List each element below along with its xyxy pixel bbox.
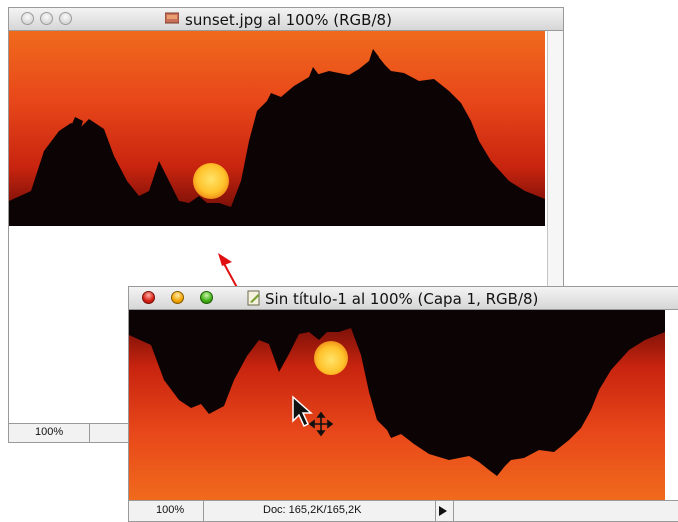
jpg-file-icon [165, 12, 179, 24]
status-divider [435, 501, 436, 521]
move-cursor-icon [292, 395, 334, 437]
status-divider [203, 501, 204, 521]
status-divider [89, 424, 90, 442]
window-title: Sin título-1 al 100% (Capa 1, RGB/8) [265, 290, 539, 308]
close-icon[interactable] [21, 12, 34, 25]
document-size: Doc: 165,2K/165,2K [263, 504, 362, 516]
zoom-level[interactable]: 100% [156, 504, 185, 516]
document-icon [247, 290, 260, 306]
minimize-icon[interactable] [40, 12, 53, 25]
zoom-icon[interactable] [200, 291, 213, 304]
untitled-window[interactable]: Sin título-1 al 100% (Capa 1, RGB/8) [128, 286, 678, 522]
sunset-window[interactable]: sunset.jpg al 100% (RGB/8) 100% [8, 7, 564, 443]
flipped-sunset-image [129, 310, 665, 500]
status-bar: 100% Doc: 165,2K/165,2K [129, 500, 678, 521]
window-title: sunset.jpg al 100% (RGB/8) [185, 11, 392, 29]
menu-arrow-icon[interactable] [439, 506, 447, 516]
zoom-icon[interactable] [59, 12, 72, 25]
close-icon[interactable] [142, 291, 155, 304]
untitled-titlebar[interactable]: Sin título-1 al 100% (Capa 1, RGB/8) [129, 287, 678, 310]
zoom-level[interactable]: 100% [35, 426, 64, 438]
status-divider [453, 501, 454, 521]
sunset-image [9, 31, 545, 226]
minimize-icon[interactable] [171, 291, 184, 304]
sunset-titlebar[interactable]: sunset.jpg al 100% (RGB/8) [9, 8, 563, 31]
